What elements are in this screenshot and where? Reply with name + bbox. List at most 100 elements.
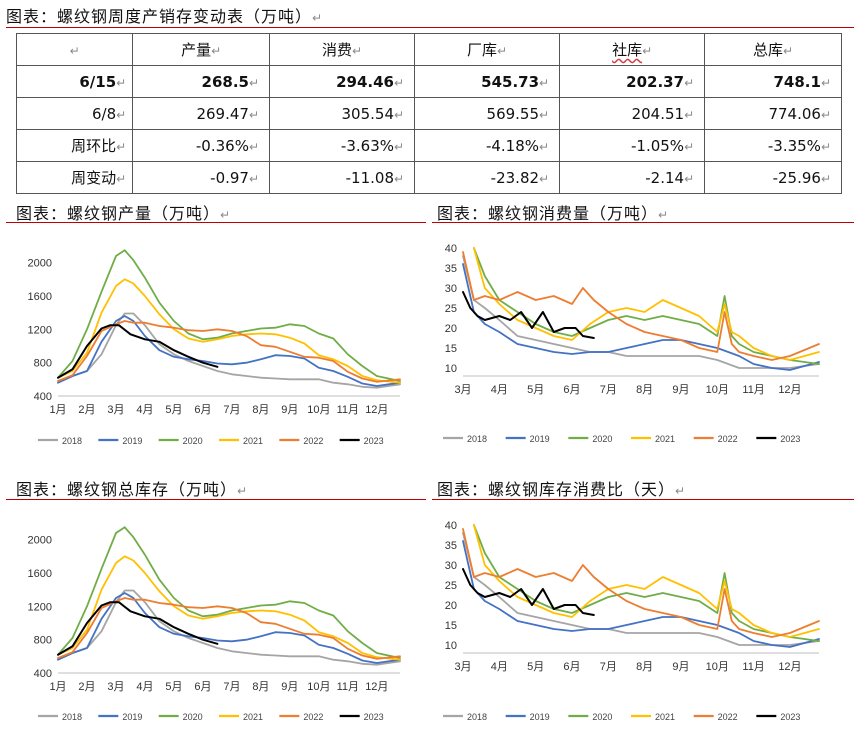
- x-tick-label: 7月: [600, 661, 617, 673]
- legend-label: 2021: [655, 712, 675, 722]
- page-title-text: 图表：螺纹钢周度产销存变动表（万吨）: [6, 7, 313, 26]
- legend-label: 2018: [62, 712, 82, 722]
- table-cell: -2.14↵: [559, 161, 706, 194]
- y-tick-label: 2000: [28, 535, 52, 547]
- series-line-2019: [462, 263, 820, 371]
- chart-svg: 10 15 20 25 30 35 40 3月 4月 5月 6月 7月 8月 9月 10月 11月 12月 201…: [443, 520, 820, 722]
- legend-label: 2020: [592, 712, 612, 722]
- y-tick-label: 1200: [28, 324, 52, 336]
- table-header-row: ↵ 产量↵ 消费↵ 厂库↵ 社库↵ 总库↵: [15, 33, 842, 66]
- legend-label: 2018: [62, 436, 82, 446]
- y-tick-label: 1600: [28, 568, 52, 580]
- y-tick-label: 35: [445, 540, 457, 552]
- legend-label: 2022: [718, 712, 738, 722]
- chart-svg: 400 800 1200 1600 2000 1月 2月 3月 4月 5月 6月 7月 8月 9月 10月 1…: [28, 249, 401, 446]
- y-tick-label: 15: [445, 343, 457, 355]
- y-tick-label: 1600: [28, 291, 52, 303]
- legend-label: 2021: [655, 434, 675, 444]
- y-tick-label: 20: [445, 600, 457, 612]
- legend-label: 2023: [364, 712, 384, 722]
- x-tick-label: 10月: [307, 404, 330, 416]
- heading-underline: [432, 222, 854, 223]
- legend-label: 2023: [780, 712, 800, 722]
- consumption-chart: 10 15 20 25 30 35 40 3月 4月 5月 6月 7月 8月 9月 10月 11月 12月 201…: [437, 228, 837, 460]
- legend-label: 2022: [718, 434, 738, 444]
- x-tick-label: 6月: [563, 661, 580, 673]
- table-cell: -4.18%↵: [414, 129, 561, 162]
- x-tick-label: 8月: [252, 404, 269, 416]
- y-tick-label: 40: [445, 243, 457, 255]
- x-tick-label: 1月: [49, 681, 66, 693]
- row-label: 周环比↵: [15, 129, 134, 162]
- table-cell: 569.55↵: [414, 97, 561, 130]
- y-tick-label: 30: [445, 560, 457, 572]
- x-tick-label: 1月: [49, 404, 66, 416]
- row-label: 6/15↵: [15, 65, 134, 98]
- table-row: 6/15↵ 268.5↵ 294.46↵ 545.73↵ 202.37↵ 748…: [15, 65, 842, 98]
- x-tick-label: 9月: [672, 661, 689, 673]
- y-tick-label: 800: [34, 635, 52, 647]
- y-tick-label: 1200: [28, 601, 52, 613]
- return-mark-icon: ↵: [312, 11, 324, 25]
- legend-label: 2018: [467, 712, 487, 722]
- series-line-2020: [473, 247, 820, 365]
- table-cell: 202.37↵: [559, 65, 706, 98]
- x-tick-label: 6月: [194, 681, 211, 693]
- x-tick-label: 3月: [454, 661, 471, 673]
- series-line-2020: [57, 249, 401, 382]
- inventory-chart: 400 800 1200 1600 2000 1月 2月 3月 4月 5月 6月 7月 8月 9月 10月 1…: [16, 505, 424, 729]
- legend-label: 2021: [243, 436, 263, 446]
- legend-label: 2023: [364, 436, 384, 446]
- chart-heading-inventory: 图表：螺纹钢总库存（万吨）↵: [16, 480, 249, 499]
- x-tick-label: 5月: [165, 681, 182, 693]
- series-line-2021: [57, 555, 401, 661]
- x-tick-label: 3月: [107, 404, 124, 416]
- x-tick-label: 4月: [136, 681, 153, 693]
- y-tick-label: 35: [445, 263, 457, 275]
- series-line-2023: [462, 568, 595, 616]
- table-header-cell: 产量↵: [132, 33, 271, 66]
- x-tick-label: 5月: [527, 384, 544, 396]
- y-tick-label: 30: [445, 283, 457, 295]
- table-cell: -3.35%↵: [704, 129, 842, 162]
- y-tick-label: 20: [445, 323, 457, 335]
- chart-heading-ratio: 图表：螺纹钢库存消费比（天）↵: [437, 480, 687, 499]
- legend-label: 2023: [780, 434, 800, 444]
- table-header-cell: ↵: [15, 33, 134, 66]
- x-tick-label: 6月: [194, 404, 211, 416]
- x-tick-label: 6月: [563, 384, 580, 396]
- series-line-2020: [473, 524, 820, 642]
- table-cell: 204.51↵: [559, 97, 706, 130]
- legend-label: 2019: [530, 434, 550, 444]
- series-line-2018: [462, 532, 820, 646]
- table-cell: -25.96↵: [704, 161, 842, 194]
- heading-underline: [432, 499, 854, 500]
- x-tick-label: 4月: [491, 661, 508, 673]
- series-line-2023: [57, 324, 219, 379]
- legend-label: 2018: [467, 434, 487, 444]
- series-line-2023: [57, 601, 219, 656]
- y-tick-label: 25: [445, 580, 457, 592]
- x-tick-label: 7月: [600, 384, 617, 396]
- table-cell: -1.05%↵: [559, 129, 706, 162]
- x-tick-label: 2月: [78, 404, 95, 416]
- ratio-chart: 10 15 20 25 30 35 40 3月 4月 5月 6月 7月 8月 9月 10月 11月 12月 201…: [437, 505, 837, 729]
- x-tick-label: 7月: [223, 681, 240, 693]
- legend-label: 2021: [243, 712, 263, 722]
- series-line-2022: [462, 528, 820, 638]
- table-cell: 774.06↵: [704, 97, 842, 130]
- heading-underline: [6, 499, 426, 500]
- chart-heading-consumption: 图表：螺纹钢消费量（万吨）↵: [437, 204, 670, 223]
- chart-heading-production: 图表：螺纹钢产量（万吨）↵: [16, 204, 232, 223]
- table-cell: -11.08↵: [269, 161, 416, 194]
- table-row: 周环比↵ -0.36%↵ -3.63%↵ -4.18%↵ -1.05%↵ -3.…: [15, 129, 842, 162]
- row-label: 6/8↵: [15, 97, 134, 130]
- legend-label: 2020: [592, 434, 612, 444]
- x-tick-label: 10月: [706, 661, 729, 673]
- table-cell: 269.47↵: [132, 97, 271, 130]
- table-header-cell: 厂库↵: [414, 33, 561, 66]
- table-row: 周变动↵ -0.97↵ -11.08↵ -23.82↵ -2.14↵ -25.9…: [15, 161, 842, 194]
- y-tick-label: 2000: [28, 258, 52, 270]
- x-tick-label: 5月: [165, 404, 182, 416]
- legend-label: 2022: [303, 436, 323, 446]
